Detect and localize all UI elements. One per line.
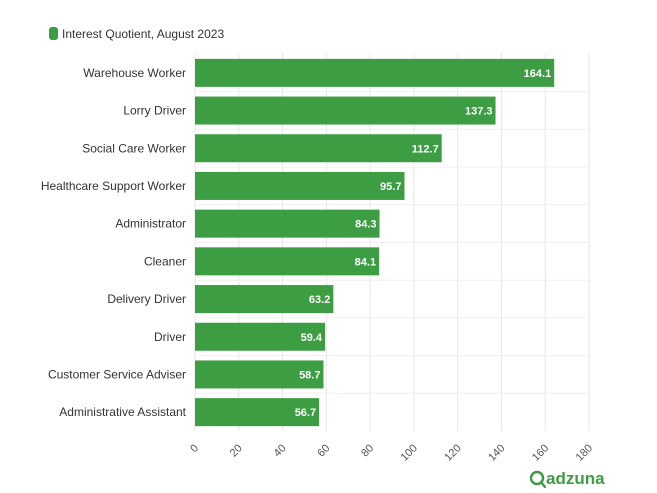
data-label: 63.2 <box>309 294 330 306</box>
x-tick-label: 100 <box>399 442 420 463</box>
data-label: 95.7 <box>380 181 401 193</box>
adzuna-logo-tail <box>539 480 547 489</box>
bar[interactable] <box>195 285 334 314</box>
x-tick-label: 80 <box>359 442 376 459</box>
data-label: 84.1 <box>355 256 376 268</box>
data-label: 84.3 <box>355 219 376 231</box>
category-label: Administrator <box>115 217 186 231</box>
bar[interactable] <box>195 58 555 87</box>
x-tick-label: 140 <box>486 442 507 463</box>
category-label: Cleaner <box>144 254 186 268</box>
data-label: 137.3 <box>465 106 493 118</box>
bar[interactable] <box>195 247 380 276</box>
x-tick-label: 160 <box>530 442 551 463</box>
category-label: Social Care Worker <box>82 141 186 155</box>
legend-swatch <box>49 27 58 40</box>
bar[interactable] <box>195 171 405 200</box>
x-tick-label: 40 <box>272 442 289 459</box>
category-label: Lorry Driver <box>123 104 186 118</box>
x-axis-ticks: 0 20 40 60 80 100 120 140 160 180 <box>188 442 595 463</box>
category-label: Customer Service Adviser <box>48 367 186 381</box>
data-label: 164.1 <box>524 68 552 80</box>
legend-label: Interest Quotient, August 2023 <box>62 27 224 41</box>
category-label: Administrative Assistant <box>59 405 186 419</box>
adzuna-logo: adzuna <box>529 469 605 489</box>
x-tick-label: 180 <box>574 442 595 463</box>
x-tick-label: 60 <box>315 442 332 459</box>
legend[interactable]: Interest Quotient, August 2023 <box>49 27 224 41</box>
bar[interactable] <box>195 96 496 125</box>
category-label: Healthcare Support Worker <box>41 179 186 193</box>
data-label: 56.7 <box>295 407 316 419</box>
x-tick-label: 0 <box>188 442 201 455</box>
data-label: 112.7 <box>412 143 439 155</box>
value-labels: 164.1 137.3 112.7 95.7 84.3 84.1 63.2 59.4 58.7 5… <box>295 68 552 419</box>
bars <box>195 58 555 427</box>
category-labels: Warehouse Worker Lorry Driver Social Care … <box>41 66 187 419</box>
category-label: Driver <box>154 330 186 344</box>
data-label: 59.4 <box>301 332 323 344</box>
bar[interactable] <box>195 398 320 427</box>
adzuna-logo-text: adzuna <box>546 469 605 488</box>
category-label: Warehouse Worker <box>83 66 186 80</box>
x-tick-label: 20 <box>228 442 245 459</box>
data-label: 58.7 <box>299 369 320 381</box>
x-tick-label: 120 <box>442 442 463 463</box>
bar[interactable] <box>195 209 380 238</box>
bar[interactable] <box>195 322 326 351</box>
bar[interactable] <box>195 360 324 389</box>
adzuna-logo-icon <box>529 470 545 486</box>
bar[interactable] <box>195 134 442 163</box>
category-label: Delivery Driver <box>107 292 186 306</box>
